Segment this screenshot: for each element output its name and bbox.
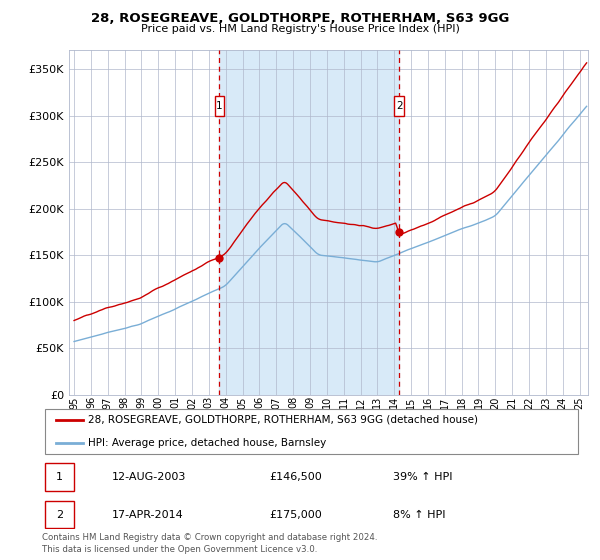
- FancyBboxPatch shape: [215, 96, 224, 116]
- Text: Contains HM Land Registry data © Crown copyright and database right 2024.
This d: Contains HM Land Registry data © Crown c…: [42, 533, 377, 554]
- FancyBboxPatch shape: [394, 96, 404, 116]
- Text: 2: 2: [56, 510, 63, 520]
- Text: 12-AUG-2003: 12-AUG-2003: [112, 472, 187, 482]
- Text: 1: 1: [56, 472, 63, 482]
- Text: Price paid vs. HM Land Registry's House Price Index (HPI): Price paid vs. HM Land Registry's House …: [140, 24, 460, 34]
- Bar: [220, 50, 399, 395]
- Text: 1: 1: [216, 101, 223, 111]
- Text: 39% ↑ HPI: 39% ↑ HPI: [393, 472, 452, 482]
- FancyBboxPatch shape: [45, 501, 74, 529]
- Text: 2: 2: [396, 101, 403, 111]
- Text: 28, ROSEGREAVE, GOLDTHORPE, ROTHERHAM, S63 9GG (detached house): 28, ROSEGREAVE, GOLDTHORPE, ROTHERHAM, S…: [88, 414, 478, 424]
- FancyBboxPatch shape: [45, 463, 74, 491]
- Text: HPI: Average price, detached house, Barnsley: HPI: Average price, detached house, Barn…: [88, 438, 326, 448]
- Text: £175,000: £175,000: [269, 510, 322, 520]
- Text: 8% ↑ HPI: 8% ↑ HPI: [393, 510, 445, 520]
- FancyBboxPatch shape: [45, 409, 578, 454]
- Text: £146,500: £146,500: [269, 472, 322, 482]
- Text: 17-APR-2014: 17-APR-2014: [112, 510, 184, 520]
- Text: 28, ROSEGREAVE, GOLDTHORPE, ROTHERHAM, S63 9GG: 28, ROSEGREAVE, GOLDTHORPE, ROTHERHAM, S…: [91, 12, 509, 25]
